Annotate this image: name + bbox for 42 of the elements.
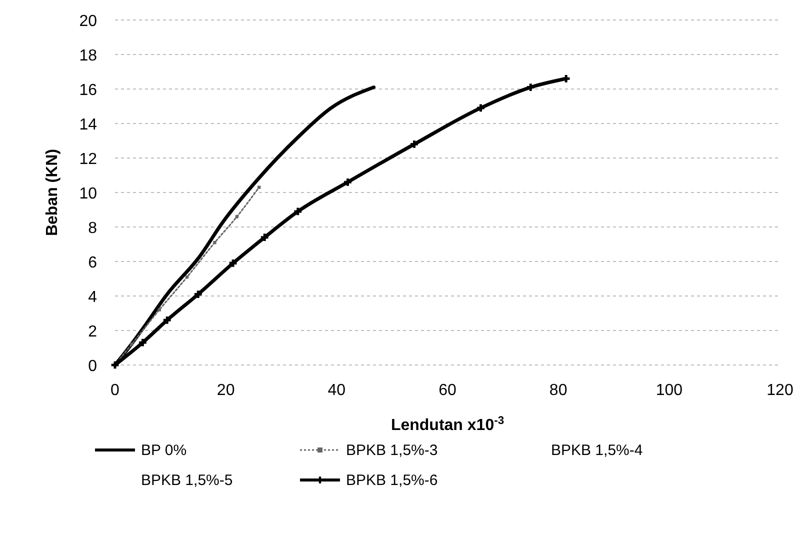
y-tick-label: 0	[88, 358, 98, 375]
y-tick-label: 14	[79, 116, 98, 134]
point	[185, 275, 189, 279]
x-tick-label: 20	[216, 382, 235, 399]
x-tick-label: 100	[656, 382, 683, 399]
point	[235, 215, 238, 218]
point	[260, 234, 268, 242]
point	[410, 140, 418, 148]
y-tick-label: 4	[88, 289, 98, 306]
x-tick-label: 40	[328, 382, 346, 399]
point	[344, 178, 352, 186]
point	[258, 186, 261, 189]
legend-label: BPKB 1,5%-3	[346, 442, 438, 459]
x-tick-label: 60	[438, 382, 456, 399]
point	[130, 342, 134, 346]
y-tick-label: 16	[79, 82, 98, 99]
point	[139, 338, 146, 346]
text: BPKB 1,5%-4	[551, 442, 643, 459]
point	[213, 240, 216, 244]
point	[229, 260, 237, 267]
x-axis-title: Lendutan x10$^{-3}$	[390, 415, 504, 434]
x-tick-label: 120	[766, 382, 794, 399]
x-tick-label: 80	[549, 382, 568, 399]
y-tick-label: 20	[79, 13, 98, 30]
point	[158, 308, 161, 312]
y-axis-title: Beban (KN)	[44, 148, 61, 236]
point	[526, 84, 534, 91]
point	[163, 316, 171, 324]
text: BPKB 1,5%-5	[141, 472, 233, 489]
y-tick-label: 10	[79, 186, 98, 202]
legend-label: BP 0%	[141, 442, 187, 459]
point	[294, 208, 302, 216]
point	[194, 290, 202, 298]
y-tick-label: 6	[88, 254, 98, 272]
x-tick-label: 0	[110, 382, 120, 399]
point	[562, 74, 570, 82]
point	[477, 104, 484, 112]
legend-label: BPKB 1,5%-6	[346, 472, 438, 489]
y-tick-label: 12	[79, 151, 98, 168]
y-tick-label: 8	[88, 220, 98, 237]
y-tick-label: 18	[79, 48, 98, 64]
y-tick-label: 2	[88, 324, 98, 340]
